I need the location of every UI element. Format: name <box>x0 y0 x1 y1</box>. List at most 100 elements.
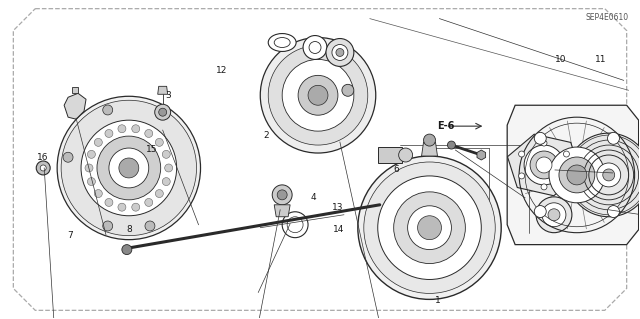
Circle shape <box>563 151 570 157</box>
Polygon shape <box>508 134 580 196</box>
Polygon shape <box>422 142 438 156</box>
Circle shape <box>163 150 170 158</box>
Circle shape <box>103 221 113 231</box>
Circle shape <box>105 130 113 137</box>
Circle shape <box>97 136 161 200</box>
Text: SEP4E0610: SEP4E0610 <box>586 13 629 22</box>
Polygon shape <box>477 150 486 160</box>
Text: E-6: E-6 <box>438 121 455 131</box>
Circle shape <box>309 41 321 54</box>
Circle shape <box>105 198 113 206</box>
Circle shape <box>358 156 501 300</box>
Circle shape <box>542 203 566 227</box>
Circle shape <box>378 176 481 279</box>
Circle shape <box>541 184 547 190</box>
Circle shape <box>303 35 327 59</box>
Circle shape <box>417 216 442 240</box>
Circle shape <box>336 48 344 56</box>
Circle shape <box>534 132 547 144</box>
Text: 11: 11 <box>595 55 606 64</box>
Circle shape <box>607 205 620 218</box>
Circle shape <box>298 75 338 115</box>
Circle shape <box>282 59 354 131</box>
Polygon shape <box>64 93 86 119</box>
Circle shape <box>88 150 95 158</box>
Circle shape <box>364 162 495 293</box>
Circle shape <box>326 39 354 66</box>
Circle shape <box>308 85 328 105</box>
Circle shape <box>88 178 95 186</box>
Circle shape <box>548 209 560 221</box>
Ellipse shape <box>268 33 296 51</box>
Circle shape <box>518 151 525 157</box>
Circle shape <box>277 190 287 200</box>
Circle shape <box>536 157 552 173</box>
Circle shape <box>132 125 140 133</box>
Circle shape <box>85 164 93 172</box>
Text: 6: 6 <box>394 165 399 174</box>
Circle shape <box>159 108 166 116</box>
Circle shape <box>94 138 102 146</box>
Circle shape <box>408 206 451 249</box>
Text: 13: 13 <box>332 203 344 211</box>
Circle shape <box>424 134 435 146</box>
Circle shape <box>394 192 465 263</box>
Text: 7: 7 <box>67 231 73 240</box>
Circle shape <box>567 133 640 217</box>
Circle shape <box>268 46 368 145</box>
Circle shape <box>61 100 196 236</box>
Circle shape <box>164 164 173 172</box>
Circle shape <box>163 178 170 186</box>
Text: 1: 1 <box>435 296 441 305</box>
Circle shape <box>155 104 171 120</box>
Text: 12: 12 <box>216 66 227 75</box>
Ellipse shape <box>274 38 290 48</box>
Circle shape <box>119 158 139 178</box>
Circle shape <box>272 185 292 205</box>
Circle shape <box>260 38 376 153</box>
Circle shape <box>559 157 595 193</box>
Circle shape <box>607 132 620 144</box>
Circle shape <box>145 221 155 231</box>
Circle shape <box>518 173 525 179</box>
Polygon shape <box>274 205 290 217</box>
Circle shape <box>524 145 564 185</box>
Circle shape <box>534 205 547 218</box>
Circle shape <box>81 120 177 216</box>
Circle shape <box>603 169 614 181</box>
Circle shape <box>122 245 132 255</box>
Text: 8: 8 <box>126 225 132 234</box>
Circle shape <box>57 96 200 240</box>
Text: 16: 16 <box>37 153 49 162</box>
Circle shape <box>541 140 547 146</box>
Polygon shape <box>378 147 402 163</box>
Circle shape <box>156 138 163 146</box>
Circle shape <box>103 105 113 115</box>
Circle shape <box>63 152 73 162</box>
Circle shape <box>536 197 572 233</box>
Circle shape <box>156 189 163 197</box>
Text: 14: 14 <box>333 225 345 234</box>
Circle shape <box>132 203 140 211</box>
Circle shape <box>567 165 587 185</box>
Circle shape <box>118 203 126 211</box>
Circle shape <box>399 148 413 162</box>
Circle shape <box>596 163 621 187</box>
Circle shape <box>36 161 50 175</box>
Circle shape <box>145 198 153 206</box>
Text: 10: 10 <box>555 55 566 64</box>
Polygon shape <box>157 86 168 94</box>
Polygon shape <box>72 87 78 93</box>
Text: 2: 2 <box>263 131 269 140</box>
Circle shape <box>447 141 456 149</box>
Circle shape <box>118 125 126 133</box>
Circle shape <box>332 45 348 60</box>
Circle shape <box>94 189 102 197</box>
Text: 4: 4 <box>311 193 316 202</box>
Circle shape <box>40 165 46 171</box>
Circle shape <box>563 173 570 179</box>
Circle shape <box>145 130 153 137</box>
Text: 15: 15 <box>146 145 157 154</box>
Circle shape <box>549 147 605 203</box>
Circle shape <box>109 148 148 188</box>
